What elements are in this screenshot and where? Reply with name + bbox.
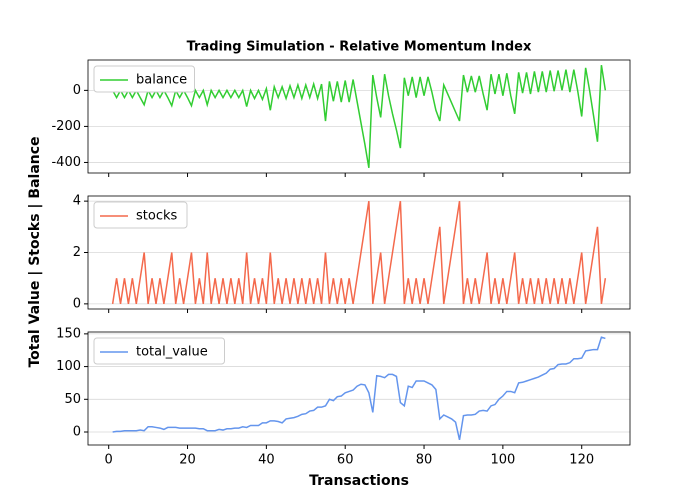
x-tick-label: 80 — [416, 453, 433, 468]
data-line — [112, 336, 606, 441]
y-tick-label: 0 — [73, 83, 81, 98]
legend-box — [93, 201, 188, 229]
legend: total_value — [93, 337, 225, 365]
legend-box — [93, 65, 195, 93]
y-axis-label: Total Value | Stocks | Balance — [27, 136, 43, 367]
axes-frame — [87, 331, 631, 446]
x-tick-label: 100 — [490, 453, 515, 468]
y-tick-label: 2 — [73, 245, 81, 260]
x-axis-label: Transactions — [309, 473, 409, 489]
y-tick-label: 50 — [64, 392, 81, 407]
y-tick-label: 150 — [56, 326, 81, 341]
x-tick-label: 40 — [258, 453, 275, 468]
data-line — [111, 65, 607, 168]
y-tick-label: 100 — [56, 359, 81, 374]
chart-title: Trading Simulation - Relative Momentum I… — [187, 40, 532, 55]
legend-label: balance — [136, 73, 187, 88]
x-tick-label: 20 — [179, 453, 196, 468]
y-tick-label: -200 — [51, 119, 81, 134]
y-tick-label: -400 — [51, 155, 81, 170]
legend: stocks — [93, 201, 188, 229]
axes-frame — [87, 195, 631, 310]
data-line — [111, 201, 607, 304]
x-tick-label: 60 — [337, 453, 354, 468]
legend-label: stocks — [136, 209, 177, 224]
x-tick-label: 120 — [569, 453, 594, 468]
legend: balance — [93, 65, 195, 93]
legend-label: total_value — [136, 345, 208, 360]
y-tick-label: 0 — [73, 296, 81, 311]
y-tick-label: 4 — [73, 194, 81, 209]
x-tick-label: 0 — [105, 453, 113, 468]
legend-box — [93, 337, 225, 365]
y-tick-label: 0 — [73, 425, 81, 440]
axes-frame — [87, 59, 631, 174]
